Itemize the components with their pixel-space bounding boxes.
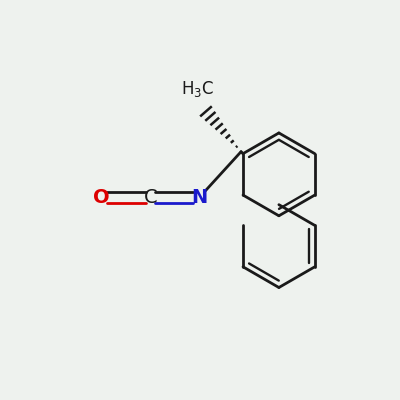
Text: O: O [93, 188, 109, 206]
Text: C: C [144, 188, 157, 206]
Text: H$_3$C: H$_3$C [181, 79, 214, 99]
Text: N: N [192, 188, 208, 206]
